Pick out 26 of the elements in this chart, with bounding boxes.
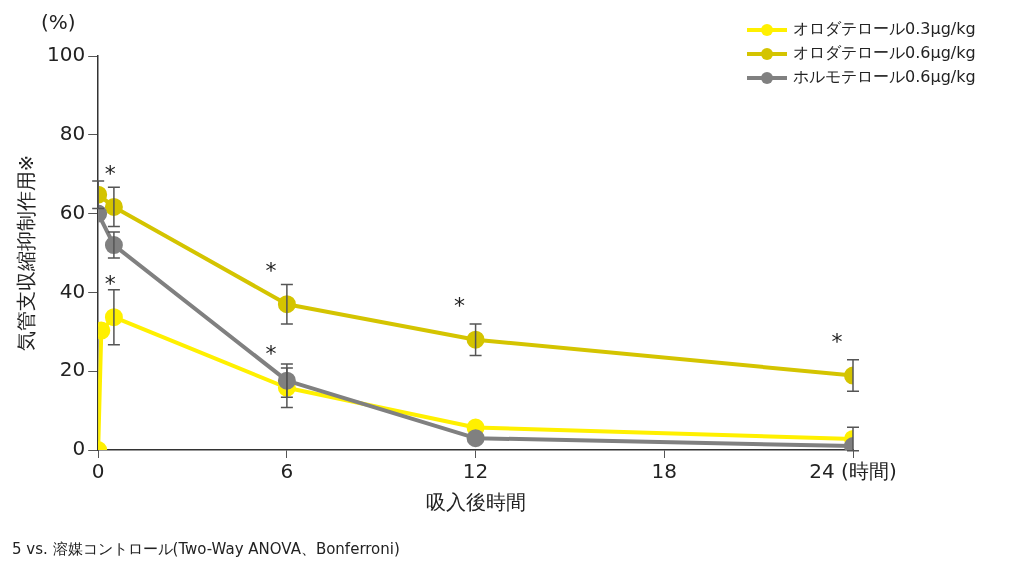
x-axis-title: 吸入後時間: [425, 490, 526, 515]
y-tick-label: 100: [46, 42, 86, 67]
point: [466, 429, 485, 448]
annotation: *: [104, 160, 116, 186]
annotation: *: [265, 341, 277, 367]
annotation: *: [265, 257, 277, 283]
x-tick-label: 0: [91, 459, 105, 484]
annotation: *: [104, 270, 116, 296]
x-tick-label: 24 (時間): [809, 459, 897, 484]
point: [466, 330, 485, 349]
annotation: *: [831, 329, 843, 355]
y-tick-label: 40: [59, 278, 86, 303]
legend-label: オロダテロール0.6μg/kg: [793, 43, 976, 63]
text: 5 vs. 溶媒コントロール(Two-Way ANOVA、Bonferroni): [12, 539, 400, 558]
x-tick-label: 6: [280, 459, 294, 484]
x-tick-label: 12: [462, 459, 489, 484]
x-tick-label: 18: [651, 459, 678, 484]
legend-label: オロダテロール0.3μg/kg: [793, 19, 976, 39]
text: (%): [40, 10, 76, 35]
y-tick-label: 20: [59, 357, 86, 382]
y-tick-label: 60: [59, 199, 86, 224]
y-tick-label: 80: [59, 121, 86, 145]
y-tick-label: 0: [72, 436, 86, 461]
annotation: *: [454, 293, 466, 319]
legend-label: ホルモテロール0.6μg/kg: [793, 67, 976, 87]
y-axis-title: 気管支収縮抑制作用※: [14, 154, 39, 352]
